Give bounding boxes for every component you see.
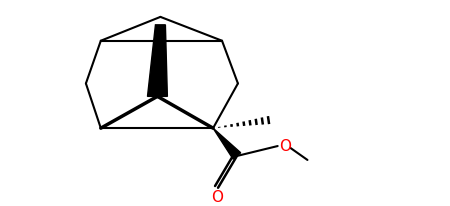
Text: O: O — [279, 138, 292, 153]
Polygon shape — [148, 26, 167, 97]
Polygon shape — [213, 129, 241, 159]
Text: O: O — [211, 189, 223, 204]
